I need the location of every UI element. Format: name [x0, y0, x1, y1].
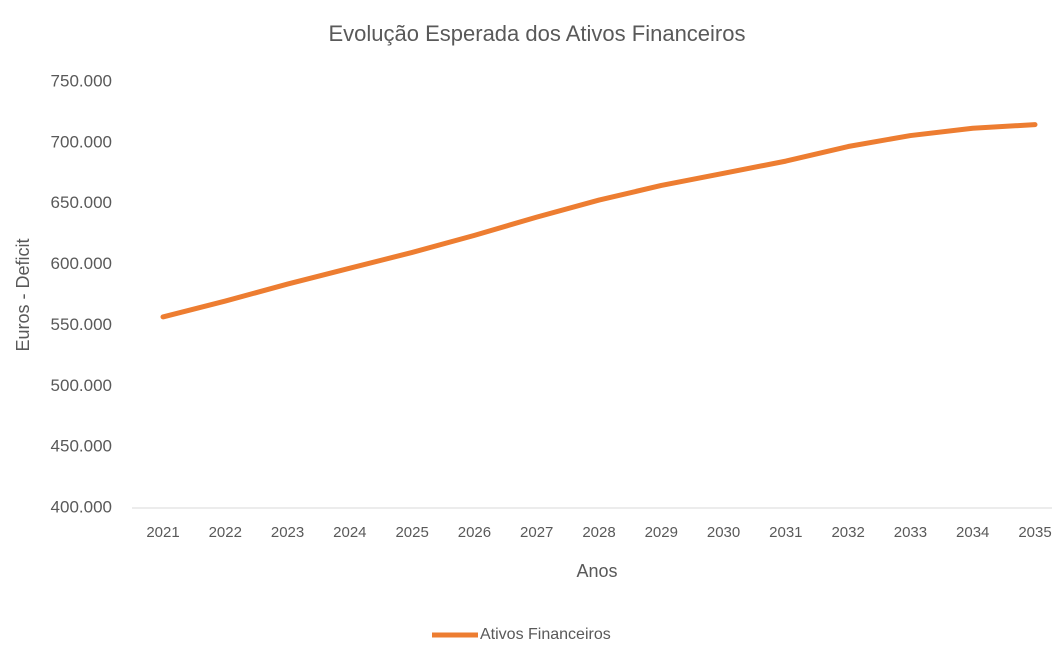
- y-tick-label: 400.000: [51, 497, 112, 516]
- x-tick-label: 2033: [894, 524, 927, 541]
- x-tick-label: 2027: [520, 524, 553, 541]
- y-axis-label: Euros - Deficit: [13, 238, 33, 351]
- x-tick-label: 2028: [582, 524, 615, 541]
- x-tick-label: 2026: [458, 524, 491, 541]
- y-tick-label: 600.000: [51, 254, 112, 273]
- x-tick-label: 2030: [707, 524, 740, 541]
- y-tick-label: 700.000: [51, 132, 112, 151]
- line-series: [160, 122, 1038, 320]
- x-axis-label: Anos: [576, 561, 617, 581]
- y-tick-label: 450.000: [51, 437, 112, 456]
- legend-label: Ativos Financeiros: [480, 626, 611, 643]
- x-tick-label: 2032: [831, 524, 864, 541]
- y-tick-label: 550.000: [51, 315, 112, 334]
- chart-title: Evolução Esperada dos Ativos Financeiros: [328, 21, 745, 46]
- x-tick-label: 2022: [209, 524, 242, 541]
- x-tick-label: 2024: [333, 524, 366, 541]
- x-tick-label: 2031: [769, 524, 802, 541]
- x-tick-label: 2029: [645, 524, 678, 541]
- y-tick-label: 650.000: [51, 193, 112, 212]
- x-tick-label: 2023: [271, 524, 304, 541]
- x-tick-label: 2021: [146, 524, 179, 541]
- y-tick-label: 500.000: [51, 376, 112, 395]
- x-tick-label: 2034: [956, 524, 989, 541]
- x-tick-label: 2035: [1018, 524, 1051, 541]
- x-tick-label: 2025: [395, 524, 428, 541]
- y-tick-label: 750.000: [51, 71, 112, 90]
